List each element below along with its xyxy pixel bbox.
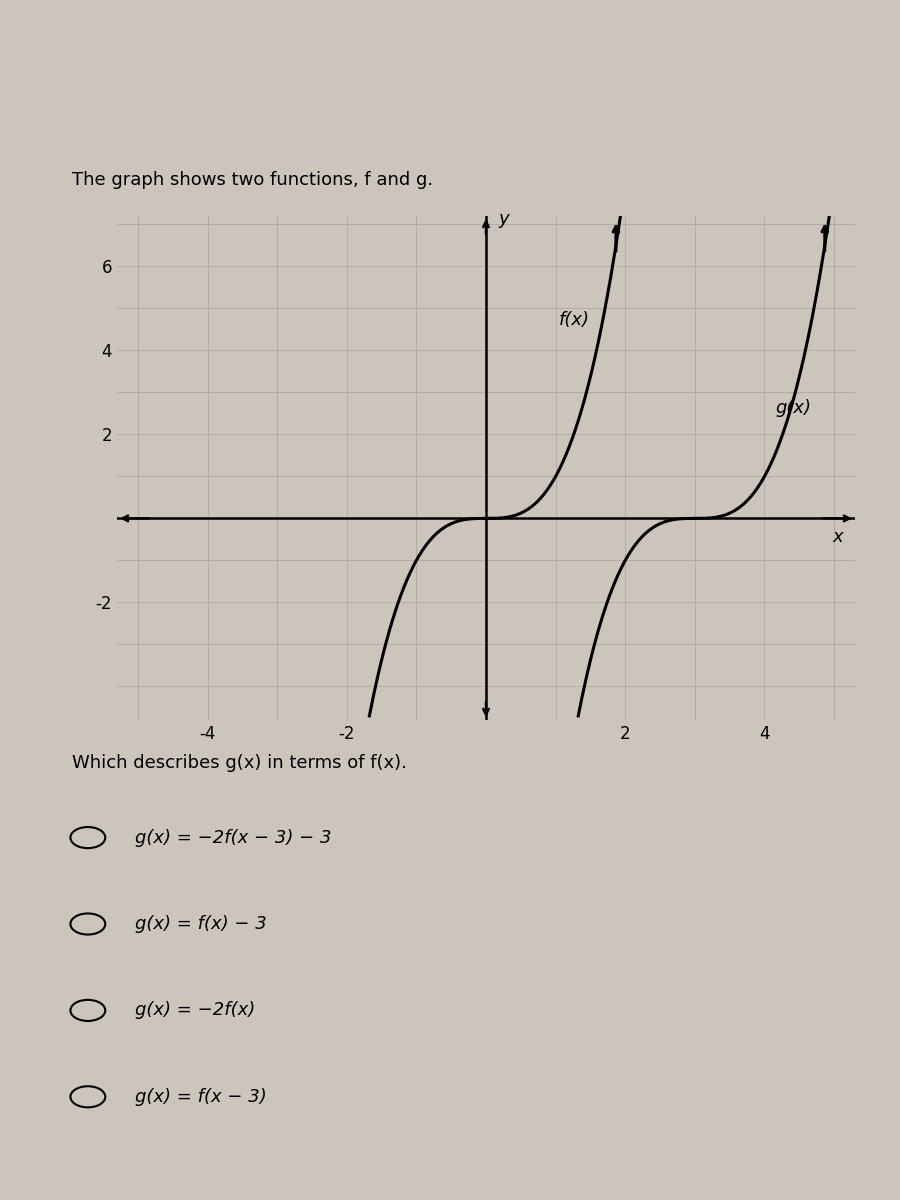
Text: g(x) = f(x) − 3: g(x) = f(x) − 3 <box>135 914 267 934</box>
Text: g(x) = −2f(x): g(x) = −2f(x) <box>135 1001 256 1019</box>
Text: g(x) = f(x − 3): g(x) = f(x − 3) <box>135 1087 267 1106</box>
Text: x: x <box>832 528 843 546</box>
Text: The graph shows two functions, f and g.: The graph shows two functions, f and g. <box>72 172 433 190</box>
Text: g(x) = −2f(x − 3) − 3: g(x) = −2f(x − 3) − 3 <box>135 828 332 847</box>
Text: y: y <box>498 210 508 228</box>
Text: g(x): g(x) <box>775 400 811 418</box>
Text: Which describes g(x) in terms of f(x).: Which describes g(x) in terms of f(x). <box>72 754 407 772</box>
Text: f(x): f(x) <box>559 311 590 329</box>
